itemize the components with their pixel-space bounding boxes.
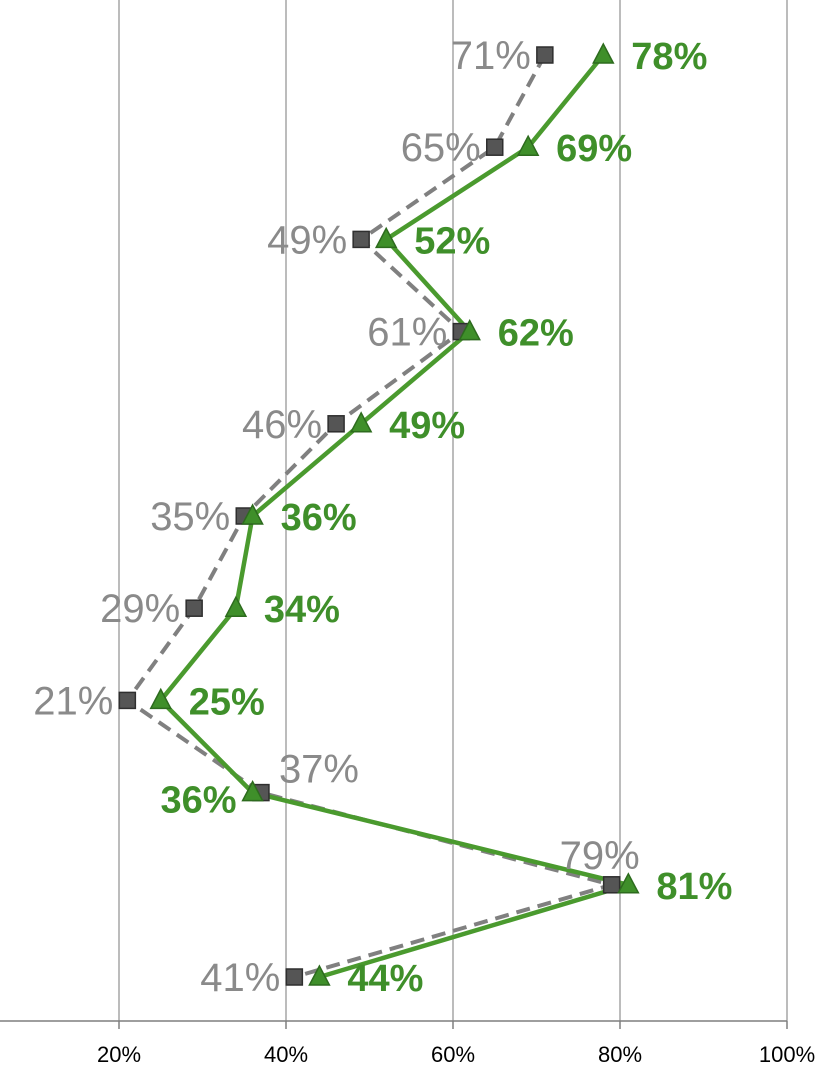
data-label-grey: 65% <box>401 126 481 170</box>
triangle-marker <box>241 503 264 525</box>
data-label-green: 44% <box>347 958 423 1000</box>
data-label-grey: 46% <box>242 403 322 447</box>
x-tick-label: 80% <box>598 1042 642 1067</box>
square-marker <box>486 138 504 156</box>
data-label-grey: 71% <box>451 34 531 78</box>
triangle-marker <box>617 872 640 894</box>
data-label-green: 81% <box>656 866 732 908</box>
data-label-grey: 41% <box>200 956 280 1000</box>
square-marker <box>352 230 370 249</box>
triangle-marker <box>241 779 264 802</box>
x-tick-label: 60% <box>431 1042 475 1067</box>
square-marker <box>185 599 203 617</box>
data-label-green: 36% <box>161 780 237 822</box>
data-labels: 71% 65% 49% 61% 46% 35% 29% 21% 37% 79% 41% 78% 69% 5… <box>33 34 732 1000</box>
triangle-marker <box>516 134 540 156</box>
data-label-grey: 79% <box>560 834 640 878</box>
data-label-green: 34% <box>264 589 340 631</box>
data-label-green: 62% <box>498 313 574 355</box>
triangle-marker <box>224 595 248 617</box>
data-label-green: 69% <box>556 128 632 170</box>
square-marker <box>285 968 304 986</box>
data-label-green: 52% <box>414 220 490 262</box>
data-label-green: 25% <box>189 681 265 723</box>
gridlines <box>118 0 788 1021</box>
x-tick-label: 100% <box>759 1042 815 1067</box>
series-group <box>118 42 640 986</box>
data-label-green: 36% <box>281 497 357 539</box>
triangle-marker <box>374 226 398 249</box>
triangle-marker <box>458 318 481 341</box>
triangle-marker <box>349 411 373 433</box>
square-marker <box>327 415 345 433</box>
triangle-marker <box>308 964 331 986</box>
series-line-solid <box>158 53 631 980</box>
data-label-green: 78% <box>631 36 707 78</box>
data-label-grey: 21% <box>33 679 113 723</box>
triangle-marker <box>592 42 615 64</box>
square-marker <box>118 691 137 710</box>
data-label-grey: 35% <box>150 495 230 539</box>
data-label-green: 49% <box>389 405 465 447</box>
data-label-grey: 49% <box>267 218 347 262</box>
x-tick-label: 40% <box>264 1042 308 1067</box>
square-marker <box>536 46 554 64</box>
x-axis-ticks: 20% 40% 60% 80% 100% <box>97 1021 815 1067</box>
data-label-grey: 37% <box>279 748 359 792</box>
triangle-marker <box>149 687 172 710</box>
square-marker <box>602 876 621 894</box>
x-tick-label: 20% <box>97 1042 141 1067</box>
data-label-grey: 61% <box>367 311 447 355</box>
data-label-grey: 29% <box>100 587 180 631</box>
